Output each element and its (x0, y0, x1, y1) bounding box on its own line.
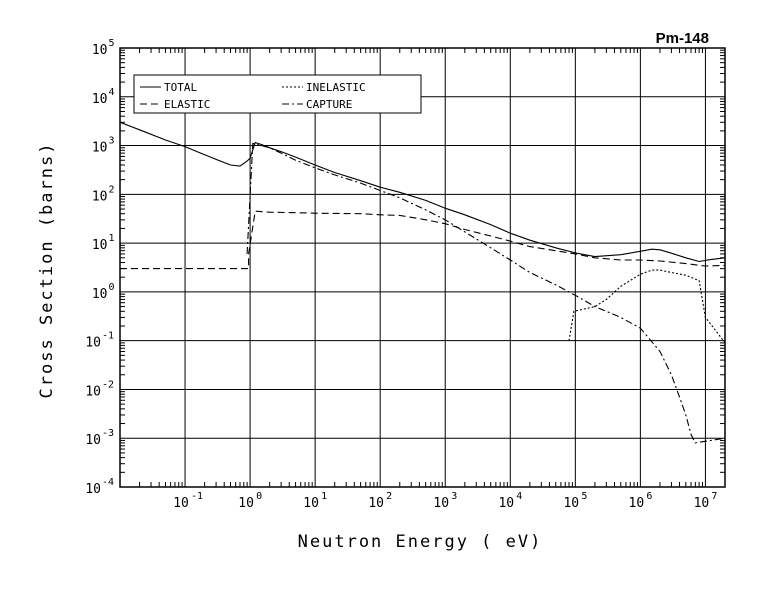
x-tick-label: 10 (238, 496, 254, 511)
x-tick-exponent: 1 (321, 491, 327, 502)
y-tick-exponent: 0 (109, 282, 115, 293)
legend: TOTAL ELASTIC INELASTIC CAPTURE (133, 74, 422, 114)
y-tick-label: 10 (85, 433, 101, 448)
series-capture-line (246, 142, 725, 444)
x-tick-exponent: -1 (191, 491, 203, 502)
x-tick-exponent: 0 (256, 491, 262, 502)
x-tick-exponent: 3 (451, 491, 457, 502)
legend-box (133, 74, 422, 114)
y-tick-exponent: 2 (109, 184, 115, 195)
y-tick-exponent: 1 (109, 233, 115, 244)
y-tick-exponent: -3 (102, 428, 114, 439)
x-tick-label: 10 (303, 496, 319, 511)
x-tick-label: 10 (694, 496, 710, 511)
x-axis-title: Neutron Energy ( eV) (298, 532, 543, 552)
y-tick-exponent: 3 (109, 136, 115, 147)
y-axis-title: Cross Section (barns) (37, 142, 57, 399)
x-tick-label: 10 (173, 496, 189, 511)
y-tick-label: 10 (92, 287, 108, 302)
y-tick-label: 10 (92, 92, 108, 107)
series-total-line (120, 121, 725, 263)
x-tick-label: 10 (433, 496, 449, 511)
y-tick-exponent: -1 (102, 331, 114, 342)
series-lines (120, 121, 725, 444)
legend-label-inelastic: INELASTIC (306, 81, 366, 94)
x-tick-exponent: 7 (711, 491, 717, 502)
plot-frame (119, 47, 726, 488)
x-tick-exponent: 4 (516, 491, 522, 502)
y-tick-label: 10 (85, 336, 101, 351)
x-tick-label: 10 (629, 496, 645, 511)
y-tick-exponent: 4 (109, 87, 115, 98)
y-tick-label: 10 (85, 482, 101, 497)
y-tick-label: 10 (92, 238, 108, 253)
x-tick-label: 10 (563, 496, 579, 511)
y-tick-label: 10 (92, 189, 108, 204)
y-tick-exponent: -2 (102, 379, 114, 390)
y-tick-label: 10 (85, 384, 101, 399)
x-tick-exponent: 5 (581, 491, 587, 502)
y-tick-exponent: -4 (102, 477, 114, 488)
series-inelastic-line (568, 269, 725, 344)
chart-title: Pm-148 (656, 30, 709, 47)
x-tick-exponent: 6 (646, 491, 652, 502)
series-elastic-line (120, 210, 725, 270)
grid-lines (120, 47, 725, 488)
legend-label-elastic: ELASTIC (164, 98, 210, 111)
legend-label-capture: CAPTURE (306, 98, 352, 111)
x-tick-exponent: 2 (386, 491, 392, 502)
y-tick-exponent: 5 (109, 38, 115, 49)
x-tick-labels: 10 -1 10 0 10 1 10 2 10 3 10 4 10 5 10 6 10 7 (173, 491, 717, 511)
x-tick-label: 10 (498, 496, 514, 511)
y-tick-label: 10 (92, 141, 108, 156)
legend-label-total: TOTAL (164, 81, 197, 94)
y-tick-label: 10 (92, 43, 108, 58)
x-tick-label: 10 (368, 496, 384, 511)
